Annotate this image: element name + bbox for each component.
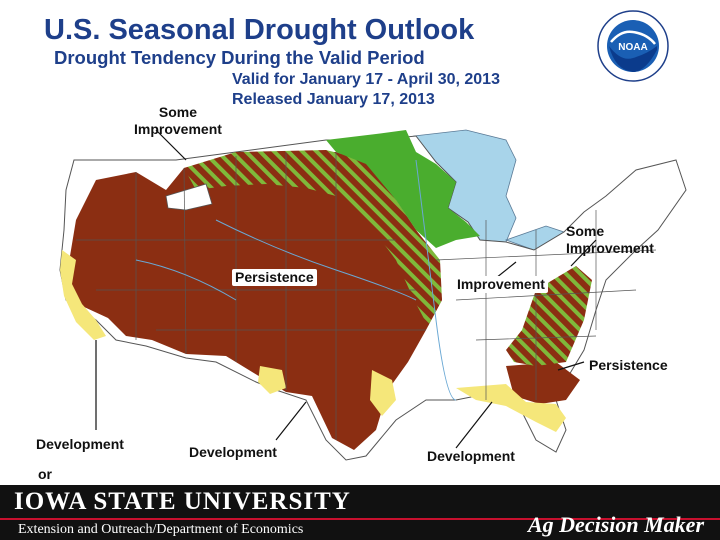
- map-subtitle: Drought Tendency During the Valid Period: [54, 47, 425, 68]
- persistence-region: [66, 152, 442, 450]
- rivers: [135, 159, 457, 401]
- noaa-logo: NOAA: [597, 10, 669, 82]
- valid-period: Valid for January 17 - April 30, 2013: [232, 71, 500, 88]
- label-or-fragment: or: [38, 466, 52, 482]
- label-some-improvement-east-text: Some Improvement: [566, 223, 654, 256]
- label-some-improvement-east: Some Improvement: [566, 223, 654, 257]
- label-development-south: Development: [189, 444, 277, 460]
- development-north-plains: [165, 183, 213, 211]
- map-title: U.S. Seasonal Drought Outlook: [44, 14, 475, 46]
- noaa-logo-text: NOAA: [618, 42, 647, 53]
- development-west-coast: [60, 250, 106, 340]
- university-name: IOWA STATE UNIVERSITY: [14, 488, 351, 515]
- development-sw: [258, 366, 286, 394]
- drought-outlook-map: [59, 129, 687, 461]
- department-text: Extension and Outreach/Department of Eco…: [18, 522, 304, 537]
- label-some-improvement-west: Some Improvement: [134, 104, 222, 138]
- development-tx: [370, 370, 396, 416]
- label-persistence-central: Persistence: [232, 269, 317, 286]
- footer-divider: [0, 518, 720, 520]
- label-persistence-southeast: Persistence: [589, 357, 668, 373]
- label-improvement-east: Improvement: [454, 276, 548, 293]
- release-date: Released January 17, 2013: [232, 91, 435, 108]
- label-development-southeast: Development: [427, 448, 515, 464]
- program-name: Ag Decision Maker: [528, 512, 704, 537]
- development-gulf: [456, 384, 566, 432]
- improvement-region-green: [326, 130, 480, 248]
- footer-bar: [0, 485, 720, 540]
- label-development-west: Development: [36, 436, 124, 452]
- label-some-improvement-west-text: Some Improvement: [134, 104, 222, 137]
- improvement-band-north: [184, 150, 442, 326]
- persistence-region-southeast: [506, 362, 580, 404]
- some-improvement-southeast: [506, 266, 592, 366]
